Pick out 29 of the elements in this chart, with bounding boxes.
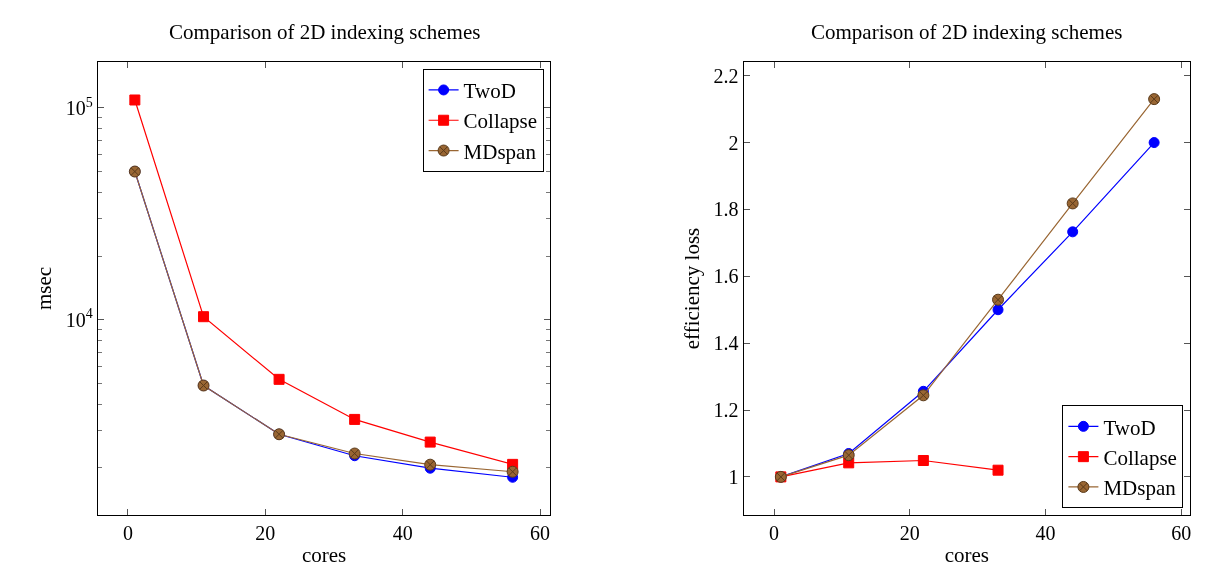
chart-title: Comparison of 2D indexing schemes: [169, 20, 481, 44]
y-tick-label: 1.4: [713, 332, 739, 355]
x-tick-label: 60: [530, 522, 551, 544]
y-tick-label: 2.2: [713, 64, 739, 87]
x-tick-label: 20: [255, 522, 276, 544]
x-axis-title: cores: [944, 543, 989, 568]
y-axis-title: msec: [31, 266, 56, 311]
legend-label: TwoD: [1103, 415, 1156, 440]
y-tick-label: 1.2: [713, 399, 739, 422]
y-tick-label: 10$^{4}$: [65, 306, 93, 331]
legend-label: Collapse: [1103, 445, 1177, 470]
y-tick-label: 2: [728, 131, 739, 154]
legend-label: TwoD: [463, 79, 516, 104]
x-tick-label: 60: [1171, 522, 1192, 544]
x-tick-label: 40: [1035, 522, 1056, 544]
x-tick-label: 20: [899, 522, 920, 544]
y-tick-label: 1.6: [713, 265, 739, 288]
x-tick-label: 0: [769, 522, 780, 544]
y-axis-title: efficiency loss: [679, 227, 704, 350]
y-tick-label: 1: [728, 465, 739, 488]
x-tick-label: 0: [122, 522, 133, 544]
y-tick-label: 10$^{5}$: [65, 94, 93, 119]
y-tick-label: 1.8: [713, 198, 739, 221]
legend-label: Collapse: [463, 109, 538, 134]
x-axis-title: cores: [301, 543, 347, 568]
legend-label: MDspan: [463, 139, 537, 164]
chart-title: Comparison of 2D indexing schemes: [811, 20, 1123, 44]
legend-label: MDspan: [1103, 476, 1177, 501]
x-tick-label: 40: [392, 522, 413, 544]
